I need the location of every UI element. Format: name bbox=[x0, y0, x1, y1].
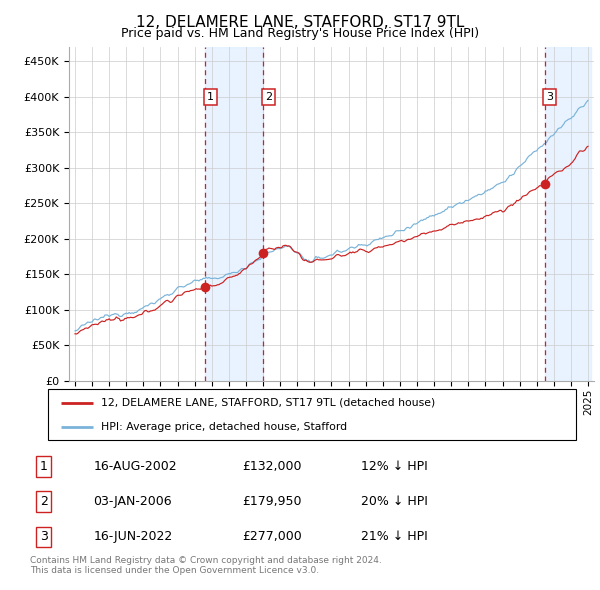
Bar bbox=[205, 47, 263, 381]
Text: Price paid vs. HM Land Registry's House Price Index (HPI): Price paid vs. HM Land Registry's House … bbox=[121, 27, 479, 40]
Text: 16-JUN-2022: 16-JUN-2022 bbox=[94, 530, 173, 543]
Text: 12, DELAMERE LANE, STAFFORD, ST17 9TL: 12, DELAMERE LANE, STAFFORD, ST17 9TL bbox=[136, 15, 464, 30]
Text: 12% ↓ HPI: 12% ↓ HPI bbox=[361, 460, 428, 473]
Text: £277,000: £277,000 bbox=[242, 530, 302, 543]
Text: 03-JAN-2006: 03-JAN-2006 bbox=[94, 495, 172, 508]
Text: £132,000: £132,000 bbox=[242, 460, 302, 473]
Text: 16-AUG-2002: 16-AUG-2002 bbox=[94, 460, 177, 473]
Text: 3: 3 bbox=[546, 92, 553, 102]
Text: 21% ↓ HPI: 21% ↓ HPI bbox=[361, 530, 428, 543]
Text: 3: 3 bbox=[40, 530, 48, 543]
FancyBboxPatch shape bbox=[48, 389, 576, 440]
Text: 12, DELAMERE LANE, STAFFORD, ST17 9TL (detached house): 12, DELAMERE LANE, STAFFORD, ST17 9TL (d… bbox=[101, 398, 435, 408]
Bar bbox=[545, 47, 592, 381]
Text: 2: 2 bbox=[40, 495, 48, 508]
Text: 1: 1 bbox=[40, 460, 48, 473]
Text: HPI: Average price, detached house, Stafford: HPI: Average price, detached house, Staf… bbox=[101, 422, 347, 432]
Text: 2: 2 bbox=[265, 92, 272, 102]
Text: £179,950: £179,950 bbox=[242, 495, 302, 508]
Text: 20% ↓ HPI: 20% ↓ HPI bbox=[361, 495, 428, 508]
Text: 1: 1 bbox=[207, 92, 214, 102]
Text: Contains HM Land Registry data © Crown copyright and database right 2024.
This d: Contains HM Land Registry data © Crown c… bbox=[30, 556, 382, 575]
